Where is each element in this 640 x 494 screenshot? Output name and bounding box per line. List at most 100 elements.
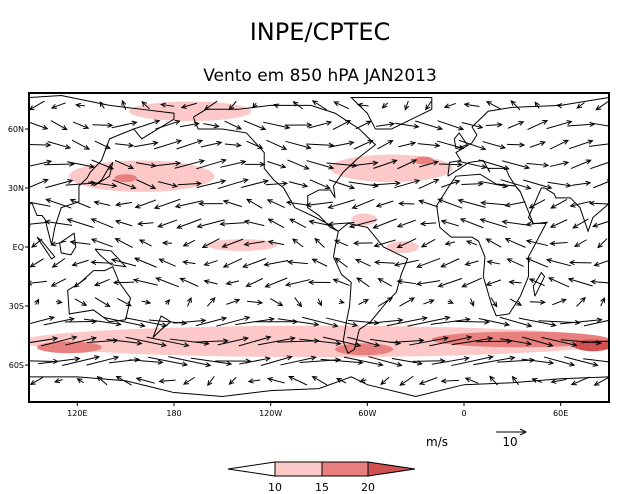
wind-vector [552,298,567,306]
wind-vector [294,297,303,308]
wind-vector [201,238,220,249]
wind-vector [161,240,173,246]
wind-vector [50,102,66,109]
wind-vector [29,336,59,344]
wind-vector [396,238,417,249]
wind-vector [521,336,554,348]
wind-vector [333,101,350,110]
wind-vector [459,218,484,229]
wind-vector [485,122,503,128]
wind-vector [267,239,285,246]
reference-vector: 10 [496,428,528,449]
coastline [447,97,609,177]
wind-vector [490,297,498,308]
coastline [152,315,172,338]
wind-vector [451,354,494,367]
wind-vector [182,376,195,385]
wind-vector [593,259,609,267]
wind-vector [243,241,265,247]
wind-vector [473,355,516,366]
wind-vector [138,239,152,247]
wind-vector [244,161,266,168]
lon-tick-label: 180 [166,409,181,418]
wind-vector [373,159,398,169]
wind-vector [206,296,216,307]
wind-vector [525,221,549,227]
coastline [173,376,609,398]
wind-vector [521,358,555,366]
wind-vector [228,376,237,386]
wind-vector [269,298,284,307]
wind-vector [486,259,501,265]
shaded-equatorial-pacific [206,239,278,251]
wind-vector [29,121,49,130]
wind-vector [417,142,441,148]
wind-vector [322,336,362,348]
wind-vector [326,317,359,328]
shaded-north-atlantic-jet [330,154,453,183]
shaded-north-atlantic-core [414,156,434,165]
wind-vector [216,315,251,327]
wind-vector [327,221,355,227]
wind-vector [461,277,483,288]
wind-vector [418,178,440,189]
wind-vector [285,200,310,206]
lat-tick-label: 30N [8,184,24,193]
wind-vector [381,102,389,109]
wind-vector [266,139,288,150]
wind-vector [576,102,585,109]
wind-vector [525,257,549,268]
wind-vector [301,316,339,328]
wind-vector [509,298,523,306]
wind-vector [332,278,350,286]
wind-vector [311,100,328,111]
wind-vector [114,238,133,248]
wind-vector [415,280,441,287]
wind-vector [121,99,127,111]
wind-vector [141,101,150,110]
wind-vector [90,238,113,248]
wind-vector [457,198,486,208]
wind-vector [485,279,502,286]
wind-vector [93,278,110,287]
wind-vector [103,316,146,328]
wind-vector [266,199,286,209]
wind-vector [280,355,317,366]
wind-vector [416,257,441,268]
wind-vector [62,355,101,366]
wind-vector [375,200,394,208]
coastline [29,376,175,394]
wind-vector [174,200,203,209]
wind-vector [437,198,463,209]
wind-vector [508,279,522,285]
wind-vector [590,122,609,127]
wind-vector [29,201,51,207]
wind-vector [90,259,114,266]
wind-vector [238,335,272,347]
coastline [36,236,56,260]
lat-tick-label: 60N [8,125,24,134]
wind-vector [76,378,84,384]
wind-vector [198,201,223,207]
wind-vector [482,141,507,150]
wind-vector [560,317,603,325]
wind-vector [529,141,546,148]
wind-vector [220,159,247,168]
wind-vector [146,336,190,348]
wind-vector [583,319,609,327]
wind-vector [478,318,510,327]
wind-vector [203,260,218,267]
lon-tick-label: 120W [259,409,282,418]
shaded-caribbean [351,213,377,226]
wind-vector [196,158,227,170]
wind-vector [308,219,331,227]
wind-vector [200,140,223,148]
wind-vector [176,218,202,229]
coastline [532,271,546,297]
wind-vector [176,139,204,150]
wind-vector [444,240,456,246]
wind-vector [69,198,91,209]
wind-vector [504,238,526,248]
wind-vector [320,358,364,366]
